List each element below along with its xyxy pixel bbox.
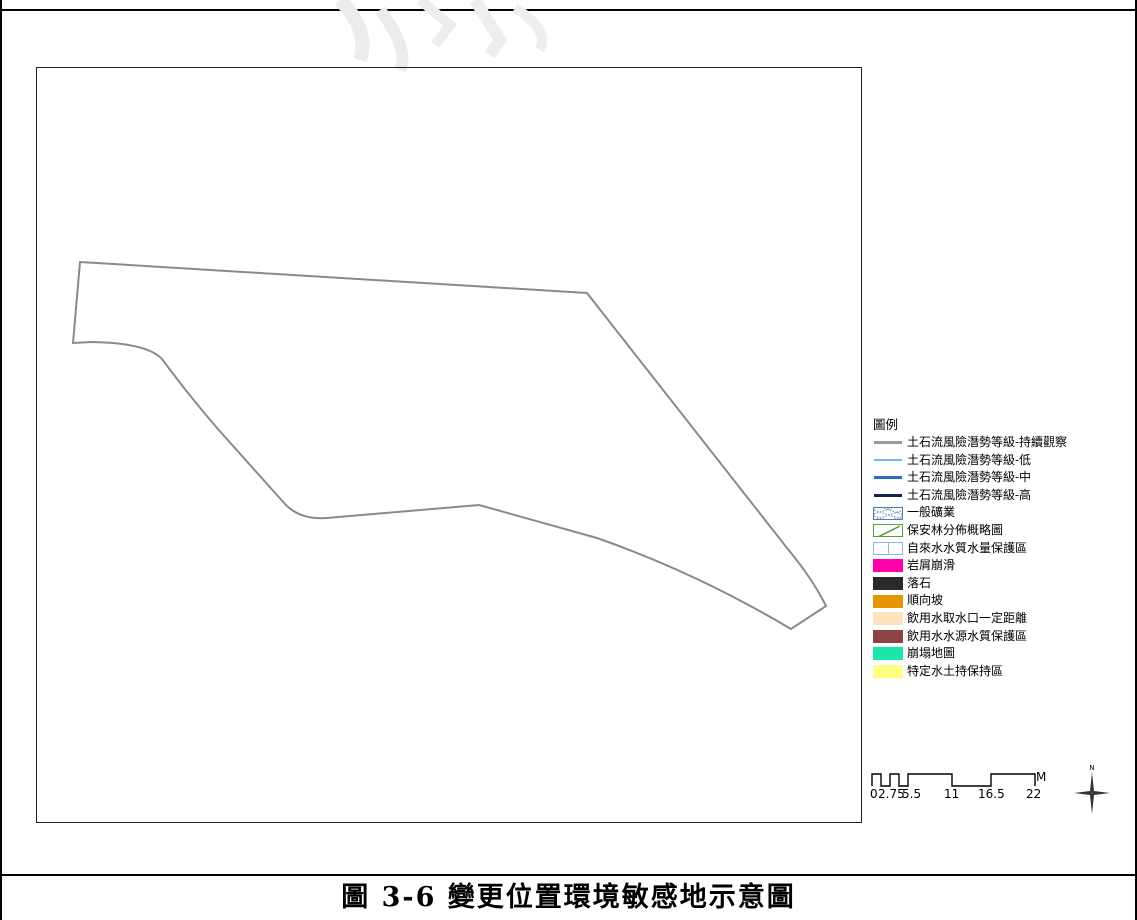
hatch-swatch-icon — [873, 506, 903, 520]
scale-bar — [871, 773, 1036, 787]
scale-unit: M — [1036, 770, 1047, 784]
teal-swatch-icon — [873, 647, 903, 661]
diagonal-swatch-icon — [873, 524, 903, 538]
brown-swatch-icon — [873, 629, 903, 643]
scale-label: 0 — [870, 787, 878, 801]
legend-label: 一般礦業 — [907, 505, 956, 520]
legend-label: 特定水土持保持區 — [907, 663, 1004, 678]
scale-bar-labels: 0 2.75 5.5 11 16.5 22 M — [870, 770, 1061, 803]
black-swatch-icon — [873, 577, 903, 591]
scale-label: 22 — [1026, 787, 1042, 801]
legend-item-drinking-water-protection: 飲用水水源水質保護區 — [873, 628, 1135, 646]
yellow-swatch-icon — [873, 665, 903, 679]
scale-label: 5.5 — [902, 787, 922, 801]
scale-label: 2.75 — [878, 787, 905, 801]
legend-label: 飲用水水源水質保護區 — [907, 628, 1028, 643]
top-border-rule — [0, 9, 1137, 11]
north-label: N — [1089, 764, 1094, 772]
blue-line-swatch-icon — [873, 471, 903, 484]
legend-item-rockfall: 落石 — [873, 575, 1135, 593]
legend-item-landslide-map: 崩塌地圖 — [873, 645, 1135, 663]
legend-label: 崩塌地圖 — [907, 646, 956, 661]
legend-item-protection-forest: 保安林分佈概略圖 — [873, 522, 1135, 540]
legend-item-general-mining: 一般礦業 — [873, 504, 1135, 522]
legend-item-debris-slide: 岩屑崩滑 — [873, 557, 1135, 575]
legend-label: 順向坡 — [907, 593, 944, 608]
legend-item-soil-water-conservation: 特定水土持保持區 — [873, 663, 1135, 681]
legend-item-water-intake-distance: 飲用水取水口一定距離 — [873, 610, 1135, 628]
legend-label: 土石流風險潛勢等級-持續觀察 — [907, 435, 1068, 449]
legend-label: 落石 — [907, 575, 932, 590]
map-legend: 圖例 土石流風險潛勢等級-持續觀察 土石流風險潛勢等級-低 土石流風險潛勢等級-… — [873, 415, 1135, 680]
orange-swatch-icon — [873, 594, 903, 608]
outline-swatch-icon — [873, 541, 903, 555]
legend-label: 飲用水取水口一定距離 — [907, 610, 1028, 625]
light-blue-line-swatch-icon — [873, 454, 903, 467]
legend-title: 圖例 — [873, 417, 899, 432]
caption-border-rule — [0, 874, 1137, 876]
legend-label: 土石流風險潛勢等級-中 — [907, 470, 1032, 485]
navy-line-swatch-icon — [873, 489, 903, 502]
legend-item-debris-flow-observe: 土石流風險潛勢等級-持續觀察 — [873, 434, 1135, 452]
scale-label: 11 — [944, 787, 960, 801]
parcel-boundary-outline — [71, 260, 828, 631]
legend-item-dip-slope: 順向坡 — [873, 592, 1135, 610]
legend-label: 保安林分佈概略圖 — [907, 522, 1004, 537]
watermark-graphic — [334, 0, 548, 73]
legend-label: 自來水水質水量保護區 — [907, 540, 1028, 555]
legend-label: 土石流風險潛勢等級-低 — [907, 452, 1032, 467]
legend-label: 岩屑崩滑 — [907, 558, 956, 573]
figure-caption: 圖 3-6 變更位置環境敏感地示意圖 — [341, 882, 796, 913]
map-frame — [36, 67, 862, 823]
legend-item-debris-flow-medium: 土石流風險潛勢等級-中 — [873, 469, 1135, 487]
magenta-swatch-icon — [873, 559, 903, 573]
legend-item-debris-flow-low: 土石流風險潛勢等級-低 — [873, 452, 1135, 470]
legend-label: 土石流風險潛勢等級-高 — [907, 487, 1032, 502]
legend-item-debris-flow-high: 土石流風險潛勢等級-高 — [873, 487, 1135, 505]
peach-swatch-icon — [873, 612, 903, 626]
gray-line-swatch-icon — [873, 436, 903, 449]
legend-item-tap-water-protection: 自來水水質水量保護區 — [873, 540, 1135, 558]
north-arrow-icon: N — [1074, 764, 1110, 814]
scale-label: 16.5 — [978, 787, 1005, 801]
